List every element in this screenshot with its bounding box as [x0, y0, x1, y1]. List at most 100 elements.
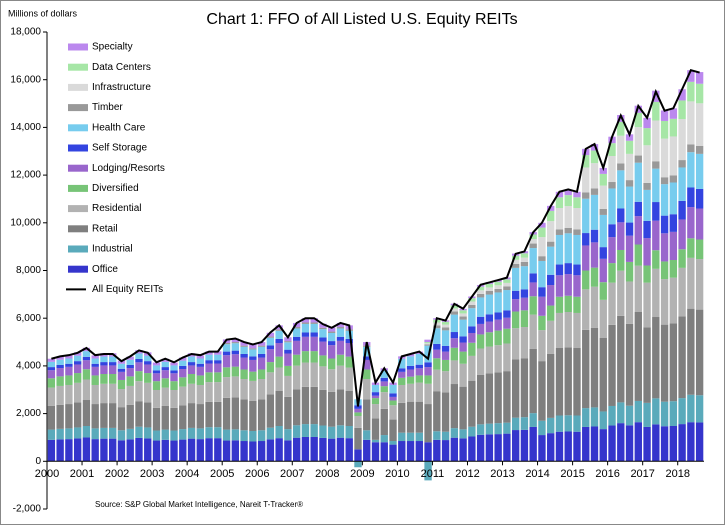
- bar-segment: [625, 180, 634, 187]
- bar-segment: [117, 363, 126, 369]
- x-tick-label: 2009: [350, 468, 374, 480]
- bar-segment: [678, 249, 686, 268]
- legend-swatch: [68, 63, 88, 71]
- bar-segment: [660, 233, 669, 262]
- bar-segment: [257, 379, 266, 400]
- bar-segment: [555, 229, 564, 235]
- bar-segment: [617, 163, 625, 171]
- bar-segment: [582, 289, 590, 330]
- bar-segment: [511, 328, 520, 360]
- bar-segment: [590, 194, 599, 230]
- bar-segment: [310, 322, 318, 324]
- bar-segment: [284, 365, 292, 376]
- bar-segment: [406, 356, 415, 366]
- bar-segment: [380, 392, 388, 409]
- bar-segment: [652, 317, 660, 399]
- bar-segment: [371, 418, 380, 440]
- bar-segment: [354, 461, 362, 468]
- y-tick-label: 2,000: [16, 408, 41, 419]
- bar-segment: [476, 293, 485, 298]
- bar-segment: [310, 336, 318, 352]
- bar-segment: [643, 220, 651, 239]
- bar-segment: [257, 346, 266, 354]
- bar-segment: [511, 255, 520, 260]
- bar-segment: [608, 143, 616, 157]
- bar-segment: [65, 375, 73, 385]
- bar-segment: [126, 404, 134, 429]
- bar-segment: [47, 439, 56, 462]
- bar-segment: [284, 429, 292, 441]
- bar-segment: [73, 402, 82, 428]
- bar-segment: [310, 351, 318, 363]
- bar-segment: [47, 429, 56, 440]
- bar-segment: [257, 430, 266, 442]
- bar-segment: [424, 383, 432, 405]
- bar-segment: [301, 336, 310, 352]
- bar-segment: [634, 244, 642, 266]
- bar-segment: [336, 354, 345, 366]
- bar-segment: [170, 407, 178, 431]
- bar-segment: [695, 188, 704, 209]
- bar-segment: [205, 438, 213, 462]
- bar-segment: [564, 431, 572, 462]
- bar-segment: [485, 291, 494, 295]
- bar-segment: [573, 275, 581, 297]
- bar-segment: [82, 360, 91, 370]
- legend-label: Infrastructure: [92, 82, 151, 93]
- bar-segment: [678, 200, 686, 220]
- bar-segment: [441, 324, 450, 328]
- bar-segment: [582, 233, 590, 246]
- bar-segment: [310, 362, 318, 387]
- bar-segment: [643, 402, 651, 427]
- bar-segment: [573, 197, 581, 209]
- bar-segment: [441, 345, 450, 352]
- bar-segment: [468, 380, 476, 427]
- bar-segment: [476, 286, 485, 291]
- bar-segment: [433, 358, 441, 370]
- bar-segment: [275, 330, 283, 339]
- legend-label: Residential: [92, 203, 141, 214]
- bar-segment: [608, 263, 616, 283]
- bar-segment: [249, 359, 257, 372]
- bar-segment: [450, 428, 459, 438]
- bar-segment: [249, 371, 257, 381]
- bar-segment: [485, 373, 494, 424]
- bar-segment: [328, 327, 336, 332]
- bar-segment: [424, 342, 432, 344]
- bar-segment: [371, 439, 380, 443]
- x-tick-label: 2007: [280, 468, 304, 480]
- bar-segment: [196, 355, 204, 359]
- bar-segment: [511, 267, 520, 291]
- bar-segment: [660, 324, 669, 402]
- bar-segment: [494, 319, 502, 331]
- bar-segment: [231, 440, 240, 462]
- bar-segment: [354, 408, 362, 413]
- bar-segment: [695, 259, 704, 310]
- bar-segment: [266, 332, 275, 337]
- bar-segment: [73, 438, 82, 462]
- bar-segment: [441, 440, 450, 462]
- bar-segment: [660, 120, 669, 139]
- bar-segment: [152, 430, 161, 441]
- bar-segment: [91, 363, 99, 367]
- bar-segment: [564, 263, 572, 275]
- bar-segment: [625, 405, 634, 426]
- bar-segment: [617, 222, 625, 250]
- bar-segment: [555, 197, 564, 209]
- x-tick-label: 2002: [105, 468, 129, 480]
- bar-segment: [363, 359, 371, 370]
- bar-segment: [695, 72, 704, 84]
- bar-segment: [231, 397, 240, 430]
- bar-segment: [538, 435, 546, 462]
- bar-segment: [398, 377, 406, 385]
- bar-segment: [573, 229, 581, 235]
- bar-segment: [669, 260, 678, 278]
- bar-segment: [240, 357, 248, 370]
- bar-segment: [582, 192, 590, 199]
- bar-segment: [608, 405, 616, 426]
- bar-segment: [126, 368, 134, 377]
- bar-segment: [91, 428, 99, 440]
- bar-segment: [547, 433, 555, 462]
- bar-segment: [301, 436, 310, 462]
- bar-segment: [152, 373, 161, 382]
